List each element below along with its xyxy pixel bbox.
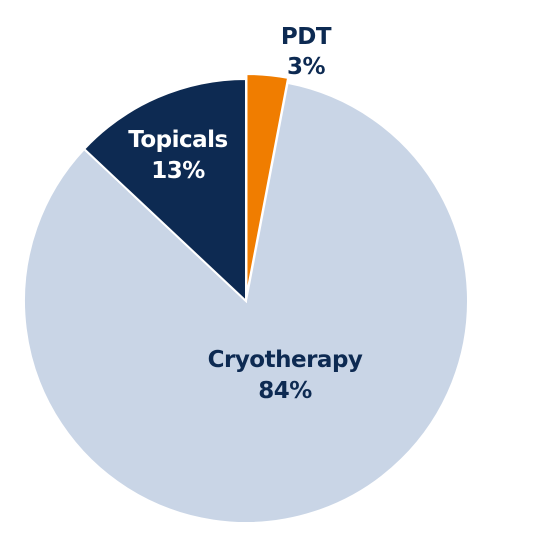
slice-label-topicals: Topicals [128, 127, 228, 153]
slice-value-pdt: 3% [287, 54, 326, 80]
slice-value-cryotherapy: 84% [258, 378, 312, 404]
slice-value-topicals: 13% [151, 158, 205, 184]
slice-label-pdt: PDT [281, 24, 332, 50]
pie-slice-cryotherapy [23, 81, 469, 524]
slice-label-cryotherapy: Cryotherapy [208, 347, 363, 373]
pie-slice-topicals [82, 77, 247, 304]
pie-slices [23, 73, 469, 524]
